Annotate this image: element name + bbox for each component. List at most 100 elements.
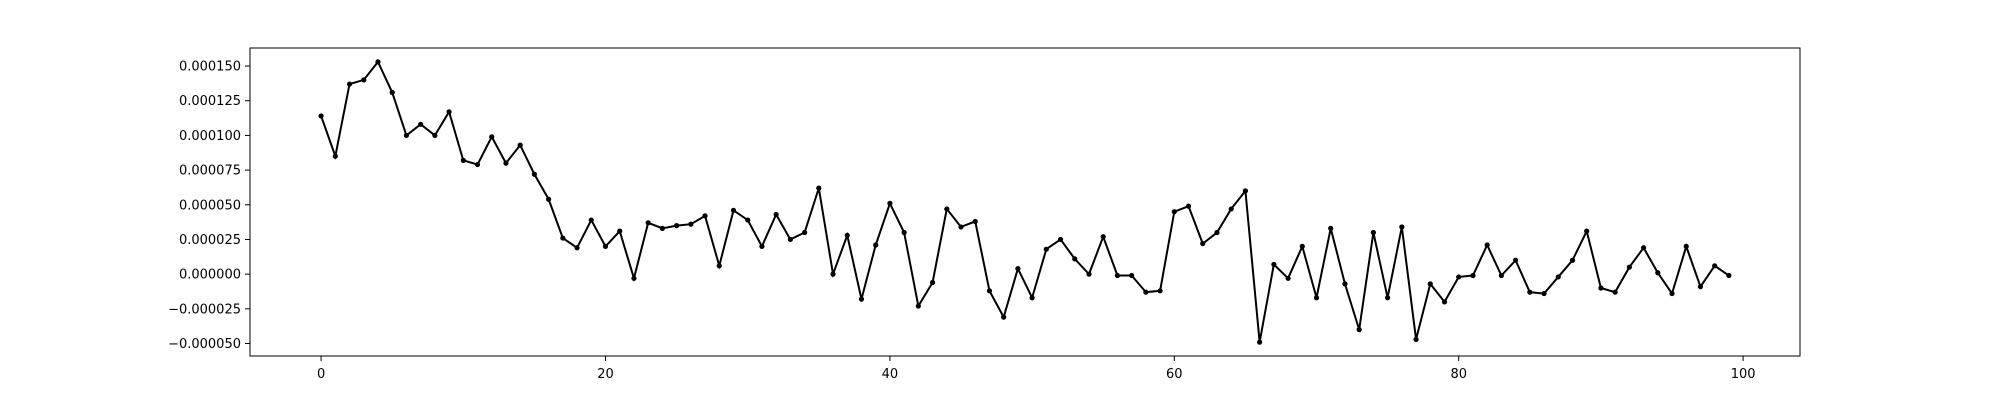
data-point: [446, 109, 452, 115]
x-tick-label: 80: [1450, 367, 1467, 382]
data-point: [588, 217, 594, 223]
data-point: [1185, 203, 1192, 209]
data-point: [546, 196, 552, 202]
data-point: [1669, 290, 1675, 297]
data-point: [418, 121, 424, 127]
data-point: [432, 132, 438, 139]
data-point: [787, 236, 793, 243]
data-point: [1399, 224, 1405, 230]
data-point: [801, 229, 808, 236]
data-point: [1356, 327, 1362, 333]
data-point: [1370, 229, 1376, 236]
data-point: [1015, 265, 1021, 272]
data-point: [745, 217, 751, 223]
data-point: [816, 185, 822, 191]
data-point: [716, 263, 722, 269]
data-point: [602, 243, 609, 249]
data-point: [1342, 281, 1348, 287]
data-point: [1029, 295, 1035, 301]
data-point: [318, 113, 324, 119]
data-point: [1328, 225, 1334, 231]
data-point: [1285, 275, 1291, 281]
data-point: [474, 161, 481, 168]
data-point: [1385, 295, 1391, 301]
data-point: [1313, 295, 1320, 301]
data-point: [1527, 289, 1533, 295]
data-point: [759, 243, 765, 249]
data-point: [1626, 264, 1632, 270]
data-point: [1726, 272, 1732, 279]
y-tick-label: 0.000150: [179, 60, 241, 75]
data-point: [460, 157, 466, 163]
data-point: [1143, 289, 1149, 295]
data-point: [844, 232, 850, 238]
y-tick-label: −0.000025: [168, 302, 241, 317]
x-tick-label: 40: [882, 367, 899, 382]
data-point: [574, 245, 580, 251]
plot-frame: [249, 47, 1801, 357]
x-tick-label: 100: [1731, 367, 1756, 382]
data-point: [1114, 272, 1121, 279]
data-point: [873, 242, 879, 248]
data-point: [1683, 243, 1689, 249]
data-point: [858, 296, 865, 302]
data-point: [1257, 339, 1263, 345]
data-point: [1441, 299, 1448, 305]
data-point: [1640, 245, 1647, 251]
y-tick-label: 0.000075: [179, 164, 241, 179]
data-point: [830, 271, 836, 277]
data-point: [1584, 228, 1590, 234]
x-tick-label: 0: [317, 367, 325, 382]
data-point: [645, 220, 651, 226]
data-point: [674, 222, 680, 229]
data-point: [1712, 263, 1718, 269]
data-point: [403, 132, 410, 139]
data-point: [1541, 290, 1547, 297]
y-tick-label: 0.000125: [179, 94, 241, 109]
data-point: [1100, 234, 1106, 240]
plot-area: [250, 48, 1800, 356]
series-points: [318, 59, 1732, 345]
data-point: [688, 221, 694, 227]
data-point: [730, 207, 737, 213]
data-point: [659, 225, 665, 231]
data-point: [517, 142, 523, 148]
data-point: [972, 218, 978, 225]
data-point: [1697, 284, 1704, 290]
x-tick-label: 60: [1166, 367, 1183, 382]
data-point: [944, 206, 950, 212]
data-point: [1072, 256, 1078, 262]
data-point: [503, 160, 509, 166]
y-tick-label: 0.000000: [179, 268, 241, 283]
data-point: [1470, 272, 1476, 279]
data-point: [901, 229, 907, 236]
data-point: [887, 200, 893, 206]
data-point: [1413, 336, 1419, 342]
data-point: [958, 224, 964, 230]
data-point: [560, 235, 566, 241]
data-point: [1171, 209, 1177, 215]
data-point: [361, 77, 367, 83]
y-axis: −0.000050 −0.000025 0.000000 0.000025 0.0000…: [168, 60, 250, 352]
data-point: [986, 288, 993, 294]
data-point: [1555, 274, 1561, 280]
data-point: [375, 59, 381, 65]
y-tick-label: −0.000050: [168, 337, 241, 352]
data-point: [915, 303, 921, 309]
data-point: [1271, 261, 1277, 268]
data-point: [1157, 288, 1163, 294]
data-point: [1456, 274, 1462, 280]
x-tick-label: 20: [597, 367, 614, 382]
data-point: [617, 228, 623, 234]
y-tick-label: 0.000100: [179, 129, 241, 144]
y-tick-label: 0.000050: [179, 198, 241, 213]
data-point: [332, 153, 338, 159]
data-point: [1655, 270, 1661, 276]
data-point: [1513, 257, 1519, 263]
data-point: [531, 171, 538, 177]
data-point: [1043, 246, 1049, 252]
data-point: [1129, 272, 1135, 279]
data-point: [1427, 281, 1433, 287]
data-point: [773, 211, 779, 218]
